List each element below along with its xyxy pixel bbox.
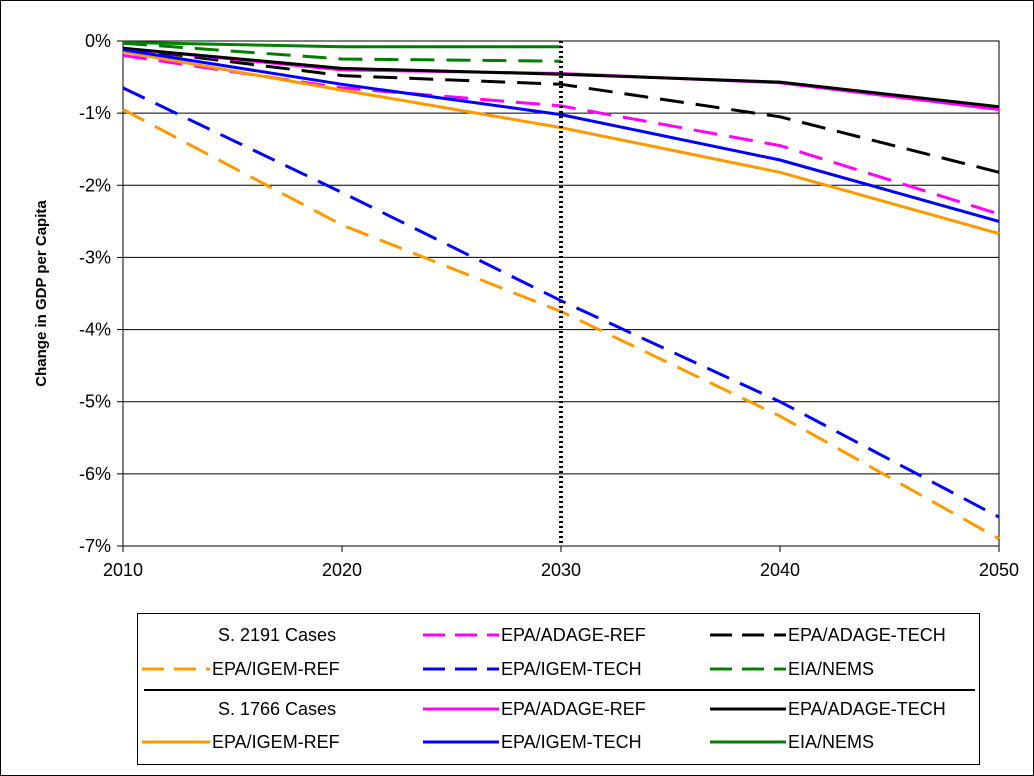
legend-label: EIA/NEMS: [788, 659, 875, 679]
legend-label: EPA/IGEM-REF: [212, 659, 340, 679]
series-line-s2191-epa-igem-tech: [122, 86, 1000, 519]
y-tick-label: -6%: [79, 464, 111, 484]
x-tick-label: 2050: [979, 560, 1019, 580]
line-chart: 0% -1% -2% -3% -4% -5% -6% -7% 2010 2020 2030 2040…: [33, 31, 1019, 580]
y-tick-label: -1%: [79, 103, 111, 123]
legend-label: EIA/NEMS: [788, 732, 875, 752]
y-tick-label: -2%: [79, 175, 111, 195]
legend-label: EPA/IGEM-TECH: [501, 659, 642, 679]
legend-group-title-2191: S. 2191 Cases: [218, 625, 337, 645]
series-line-s2191-eia-nems: [122, 41, 562, 63]
x-tick-label: 2010: [103, 560, 143, 580]
x-tick-label: 2020: [322, 560, 362, 580]
x-tick-label: 2040: [760, 560, 800, 580]
legend-label: EPA/ADAGE-TECH: [788, 625, 946, 645]
series-line-s1766-epa-igem-tech: [122, 48, 1000, 223]
legend-group-title-1766: S. 1766 Cases: [218, 699, 337, 719]
y-tick-label: -5%: [79, 392, 111, 412]
x-axis-ticks: 2010 2020 2030 2040 2050: [103, 546, 1019, 580]
legend-label: EPA/ADAGE-REF: [501, 699, 646, 719]
series-line-s1766-eia-nems: [122, 40, 561, 49]
y-axis-ticks: 0% -1% -2% -3% -4% -5% -6% -7%: [79, 31, 123, 556]
legend: S. 2191 Cases EPA/ADAGE-REF EPA/ADAGE-TE…: [137, 613, 980, 765]
legend-label: EPA/ADAGE-REF: [501, 625, 646, 645]
y-tick-label: -3%: [79, 247, 111, 267]
y-tick-label: 0%: [85, 31, 111, 51]
series-line-s2191-epa-adage-tech: [122, 46, 1000, 174]
x-tick-label: 2030: [541, 560, 581, 580]
legend-separator: [144, 689, 975, 691]
y-tick-label: -4%: [79, 320, 111, 340]
y-axis-label: Change in GDP per Capita: [33, 200, 50, 387]
legend-label: EPA/IGEM-REF: [212, 732, 340, 752]
y-tick-label: -7%: [79, 536, 111, 556]
series-line-s1766-epa-adage-tech: [122, 46, 1000, 109]
legend-label: EPA/ADAGE-TECH: [788, 699, 946, 719]
legend-label: EPA/IGEM-TECH: [501, 732, 642, 752]
